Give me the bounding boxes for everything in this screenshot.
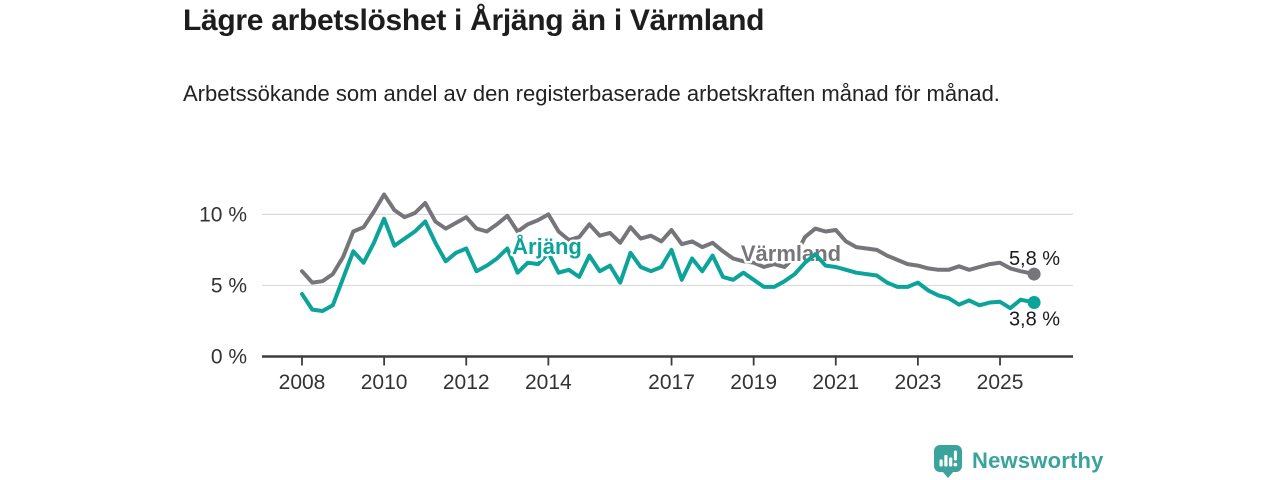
- series-label-vrmland: Värmland: [741, 241, 841, 266]
- x-tick-label: 2017: [648, 371, 695, 394]
- series-line-vrmland: [300, 192, 1037, 285]
- x-tick-label: 2010: [361, 371, 408, 394]
- chart-subtitle: Arbetssökande som andel av den registerb…: [183, 81, 1000, 106]
- x-tick-label: 2012: [443, 371, 490, 394]
- newsworthy-brand: Newsworthy: [933, 444, 1104, 478]
- series-label-rjng: Årjäng: [512, 233, 582, 259]
- x-tick-label: 2019: [730, 371, 777, 394]
- series-line-rjng: [300, 216, 1037, 313]
- x-tick-label: 2014: [525, 371, 572, 394]
- series-end-value-label-vrmland: 5,8 %: [1009, 248, 1060, 270]
- y-tick-label: 0 %: [211, 346, 247, 369]
- x-tick-label: 2021: [812, 371, 859, 394]
- page-title: Lägre arbetslöshet i Årjäng än i Värmlan…: [183, 4, 765, 37]
- newsworthy-logo-icon: [934, 445, 962, 478]
- series-end-dot-vrmland: [1027, 267, 1041, 281]
- x-tick-label: 2023: [895, 371, 942, 394]
- y-tick-label: 10 %: [199, 203, 247, 226]
- x-tick-label: 2025: [977, 371, 1024, 394]
- series-end-dot-rjng: [1027, 296, 1041, 310]
- series-end-value-label-rjng: 3,8 %: [1009, 309, 1060, 331]
- y-tick-label: 5 %: [211, 274, 247, 297]
- x-tick-label: 2008: [279, 371, 326, 394]
- newsworthy-brand-name: Newsworthy: [972, 448, 1104, 473]
